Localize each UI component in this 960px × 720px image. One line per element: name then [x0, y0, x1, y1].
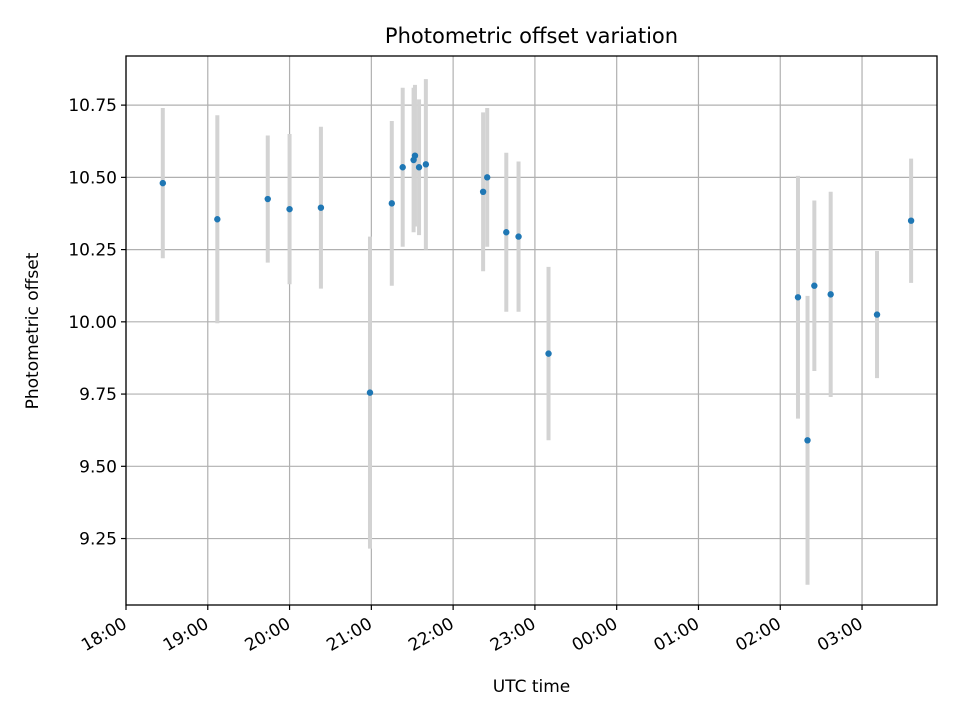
data-point [159, 179, 167, 187]
y-tick-label: 10.50 [68, 168, 117, 188]
data-point [545, 350, 552, 357]
y-tick-label: 10.25 [68, 241, 117, 261]
data-point [479, 188, 487, 196]
data-point [503, 229, 510, 236]
data-point [399, 164, 406, 171]
data-point [214, 216, 221, 223]
data-point [388, 200, 395, 207]
data-point [515, 233, 522, 240]
x-axis-title: UTC time [493, 677, 571, 697]
y-axis-title: Photometric offset [23, 252, 43, 409]
data-point [415, 164, 423, 171]
y-axis-ticks: 9.25 9.50 9.75 10.00 10.25 10.50 10.75 [68, 96, 126, 550]
chart-title: Photometric offset variation [385, 24, 678, 48]
plot-frame [125, 55, 938, 606]
y-tick-label: 9.25 [79, 530, 117, 550]
data-point [804, 437, 811, 444]
y-tick-label: 10.00 [68, 313, 117, 333]
data-point [794, 294, 802, 301]
data-point [827, 291, 834, 298]
y-tick-label: 10.75 [68, 96, 117, 116]
data-point [411, 152, 419, 159]
data-points [159, 152, 915, 444]
data-point [317, 204, 325, 211]
data-point [484, 174, 491, 181]
data-point [811, 282, 818, 289]
y-tick-label: 9.50 [79, 457, 117, 477]
data-point [422, 161, 430, 168]
data-point [264, 195, 271, 203]
y-tick-label: 9.75 [79, 385, 117, 405]
data-point [907, 217, 915, 224]
data-point [873, 311, 881, 318]
data-point [286, 205, 293, 213]
data-point [366, 389, 374, 396]
